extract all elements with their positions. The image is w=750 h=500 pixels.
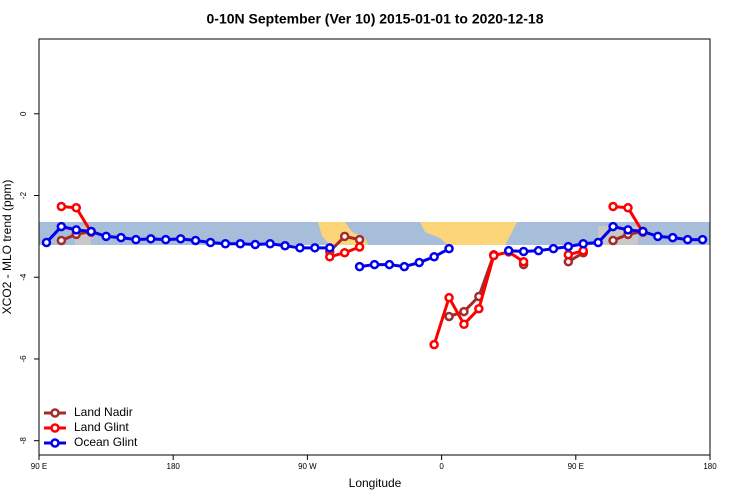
point <box>220 238 231 249</box>
point <box>563 241 574 252</box>
point <box>444 243 454 254</box>
point <box>235 238 246 249</box>
point <box>280 241 290 251</box>
point <box>623 203 633 213</box>
point <box>548 243 559 254</box>
point <box>414 257 424 268</box>
point <box>205 237 216 248</box>
y-axis-label: XCO2 - MLO trend (ppm) <box>0 180 14 315</box>
x-tick-label: 90 E <box>31 462 47 471</box>
x-tick-label: 90 E <box>568 462 584 471</box>
point <box>444 311 454 322</box>
point <box>175 234 186 244</box>
point <box>56 201 67 212</box>
legend-marker <box>50 438 60 448</box>
point <box>429 339 439 350</box>
legend-marker <box>50 408 60 418</box>
point <box>339 231 350 242</box>
x-tick-label: 0 <box>439 462 444 471</box>
point <box>578 238 589 249</box>
point <box>459 319 469 329</box>
point <box>354 234 365 245</box>
point <box>608 221 618 232</box>
point <box>563 250 574 260</box>
x-axis-label: Longitude <box>349 476 402 490</box>
y-tick-label: -8 <box>19 437 28 445</box>
point <box>459 306 469 317</box>
y-tick-label: -4 <box>19 273 28 281</box>
point <box>384 259 395 270</box>
point <box>697 234 708 245</box>
y-tick-label: -6 <box>19 355 28 363</box>
point <box>146 234 156 244</box>
point <box>160 234 171 245</box>
point <box>503 245 514 256</box>
point <box>369 259 380 270</box>
y-tick-label: 0 <box>19 111 28 116</box>
point <box>56 235 67 246</box>
point <box>474 303 484 314</box>
y-tick-label: -2 <box>19 191 28 199</box>
point <box>310 243 320 253</box>
point <box>429 252 439 262</box>
point <box>533 245 544 256</box>
point <box>608 235 618 246</box>
point <box>131 234 141 245</box>
point <box>250 239 260 250</box>
point <box>623 225 633 235</box>
legend-label: Ocean Glint <box>74 435 138 449</box>
point <box>325 243 335 253</box>
legend-marker <box>50 423 60 433</box>
point <box>295 243 305 253</box>
point <box>86 226 96 237</box>
point <box>518 256 529 267</box>
point <box>339 247 350 258</box>
point <box>354 261 365 272</box>
point <box>638 226 648 237</box>
series-line <box>448 254 496 318</box>
x-tick-label: 180 <box>167 462 181 471</box>
plot-frame <box>38 38 711 456</box>
point <box>101 231 111 242</box>
point <box>190 235 201 246</box>
point <box>116 232 126 243</box>
point <box>265 238 275 249</box>
point <box>354 242 365 252</box>
point <box>593 237 603 248</box>
point <box>325 252 335 262</box>
legend-label: Land Nadir <box>74 405 133 419</box>
point <box>71 203 82 213</box>
point <box>399 261 410 272</box>
x-tick-label: 180 <box>703 462 717 471</box>
point <box>518 246 529 257</box>
point <box>71 225 82 235</box>
point <box>653 231 663 242</box>
legend-label: Land Glint <box>74 420 129 434</box>
chart-title: 0-10N September (Ver 10) 2015-01-01 to 2… <box>207 11 544 27</box>
point <box>667 232 678 243</box>
point <box>444 292 454 303</box>
point <box>608 201 618 212</box>
point <box>41 237 52 248</box>
point <box>682 234 693 245</box>
x-tick-label: 90 W <box>298 462 317 471</box>
point <box>489 250 499 261</box>
point <box>56 221 67 232</box>
